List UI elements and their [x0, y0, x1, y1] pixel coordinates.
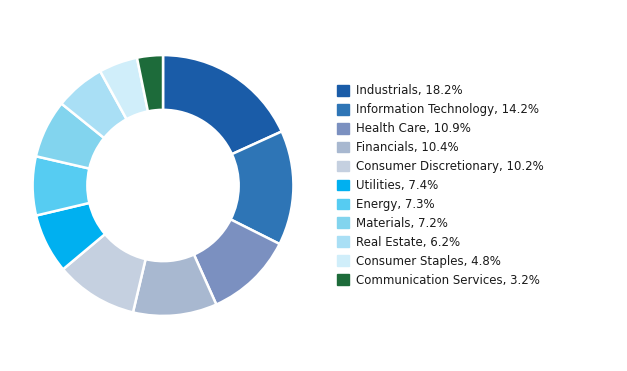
Wedge shape: [163, 55, 282, 154]
Wedge shape: [63, 234, 145, 312]
Wedge shape: [194, 219, 280, 305]
Wedge shape: [36, 104, 104, 168]
Wedge shape: [36, 203, 105, 269]
Legend: Industrials, 18.2%, Information Technology, 14.2%, Health Care, 10.9%, Financial: Industrials, 18.2%, Information Technolo…: [335, 82, 547, 289]
Wedge shape: [231, 131, 293, 244]
Wedge shape: [61, 71, 127, 138]
Wedge shape: [137, 55, 163, 111]
Wedge shape: [100, 58, 148, 119]
Wedge shape: [133, 255, 216, 316]
Wedge shape: [33, 156, 90, 216]
